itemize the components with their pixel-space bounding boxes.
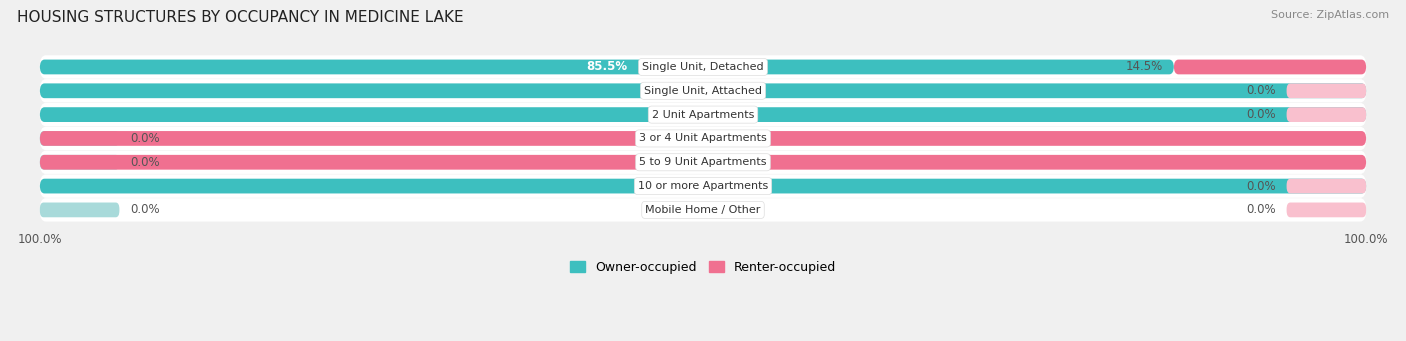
FancyBboxPatch shape [39, 103, 1367, 126]
Text: Source: ZipAtlas.com: Source: ZipAtlas.com [1271, 10, 1389, 20]
Text: 100.0%: 100.0% [679, 108, 727, 121]
Text: 0.0%: 0.0% [1246, 84, 1277, 97]
Text: 3 or 4 Unit Apartments: 3 or 4 Unit Apartments [640, 133, 766, 144]
Text: 5 to 9 Unit Apartments: 5 to 9 Unit Apartments [640, 157, 766, 167]
FancyBboxPatch shape [39, 155, 120, 169]
Text: 0.0%: 0.0% [1246, 108, 1277, 121]
Text: 100.0%: 100.0% [679, 156, 727, 169]
Text: HOUSING STRUCTURES BY OCCUPANCY IN MEDICINE LAKE: HOUSING STRUCTURES BY OCCUPANCY IN MEDIC… [17, 10, 464, 25]
FancyBboxPatch shape [39, 174, 1367, 198]
Text: 100.0%: 100.0% [679, 132, 727, 145]
Text: 0.0%: 0.0% [1246, 203, 1277, 217]
Text: Single Unit, Attached: Single Unit, Attached [644, 86, 762, 96]
Text: Single Unit, Detached: Single Unit, Detached [643, 62, 763, 72]
FancyBboxPatch shape [39, 198, 1367, 222]
FancyBboxPatch shape [1174, 60, 1367, 74]
FancyBboxPatch shape [39, 203, 120, 217]
FancyBboxPatch shape [39, 55, 1367, 79]
Text: 100.0%: 100.0% [679, 180, 727, 193]
FancyBboxPatch shape [39, 127, 1367, 150]
FancyBboxPatch shape [39, 131, 1367, 146]
Text: 0.0%: 0.0% [129, 203, 160, 217]
Text: 2 Unit Apartments: 2 Unit Apartments [652, 109, 754, 120]
FancyBboxPatch shape [39, 151, 1367, 174]
FancyBboxPatch shape [1286, 107, 1367, 122]
FancyBboxPatch shape [39, 131, 120, 146]
FancyBboxPatch shape [1286, 179, 1367, 193]
FancyBboxPatch shape [39, 79, 1367, 102]
Text: 0.0%: 0.0% [1246, 180, 1277, 193]
FancyBboxPatch shape [39, 60, 1174, 74]
Text: 100.0%: 100.0% [679, 84, 727, 97]
Text: Mobile Home / Other: Mobile Home / Other [645, 205, 761, 215]
Text: 10 or more Apartments: 10 or more Apartments [638, 181, 768, 191]
Legend: Owner-occupied, Renter-occupied: Owner-occupied, Renter-occupied [565, 256, 841, 279]
FancyBboxPatch shape [39, 84, 1367, 98]
Text: 0.0%: 0.0% [129, 132, 160, 145]
FancyBboxPatch shape [39, 155, 1367, 169]
Text: 0.0%: 0.0% [129, 156, 160, 169]
FancyBboxPatch shape [1286, 84, 1367, 98]
Text: 14.5%: 14.5% [1126, 60, 1163, 73]
FancyBboxPatch shape [1286, 203, 1367, 217]
FancyBboxPatch shape [39, 107, 1367, 122]
Text: 85.5%: 85.5% [586, 60, 627, 73]
FancyBboxPatch shape [39, 179, 1367, 193]
